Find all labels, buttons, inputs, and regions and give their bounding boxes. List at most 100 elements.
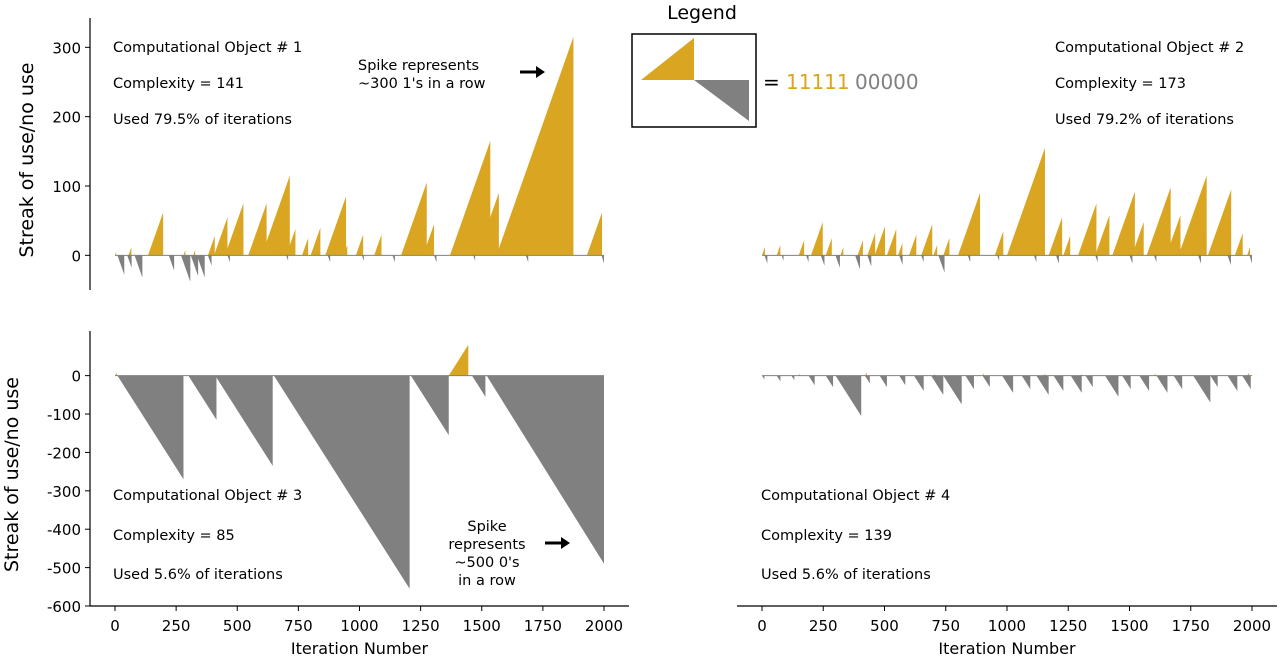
- use-streak: [972, 235, 980, 256]
- x-tick-label: 250: [809, 617, 838, 635]
- spike-note: ~300 1's in a row: [358, 76, 486, 92]
- use-streak: [1146, 187, 1171, 256]
- panel-annotation: Computational Object # 1: [113, 40, 302, 56]
- x-axis-label: Iteration Number: [938, 639, 1076, 658]
- use-streak: [867, 233, 876, 256]
- nouse-streak: [762, 375, 765, 380]
- nouse-streak: [207, 255, 212, 266]
- use-streak: [343, 244, 348, 256]
- use-streak: [840, 247, 844, 256]
- spike-note: Spike represents: [358, 58, 479, 74]
- panel-annotation: Computational Object # 4: [761, 488, 950, 504]
- x-tick-label: 2000: [585, 617, 623, 635]
- nouse-streak: [361, 255, 364, 261]
- nouse-streak: [864, 375, 870, 384]
- use-streak: [586, 212, 603, 256]
- use-streak: [994, 231, 1004, 256]
- nouse-streak: [188, 375, 217, 420]
- x-tick-label: 2000: [1233, 617, 1271, 635]
- panel-object-3: 0 -100 -200 -300 -400 -500 -600 Streak of use/n…: [1, 331, 629, 658]
- panel-annotation: Computational Object # 3: [113, 488, 302, 504]
- use-streak: [1063, 235, 1071, 256]
- use-streak: [496, 36, 574, 256]
- nouse-streak: [1129, 255, 1133, 264]
- use-streak: [1234, 233, 1243, 256]
- y-axis-label: Streak of use/no use: [16, 62, 38, 257]
- nouse-streak: [215, 375, 273, 466]
- panel-annotation: Used 5.6% of iterations: [761, 567, 931, 583]
- panel-annotation: Used 79.5% of iterations: [113, 112, 292, 128]
- use-streak: [982, 373, 984, 376]
- nouse-streak: [1242, 375, 1251, 390]
- y-tick-label: 100: [52, 178, 81, 196]
- nouse-streak: [855, 255, 860, 270]
- y-tick-label: 300: [52, 39, 81, 57]
- use-streak: [958, 192, 981, 256]
- nouse-streak: [776, 375, 781, 382]
- nouse-streak: [181, 255, 191, 282]
- nouse-streak: [117, 255, 125, 275]
- use-streak: [302, 238, 309, 256]
- nouse-streak: [899, 375, 906, 386]
- nouse-streak: [835, 255, 840, 268]
- arrow-right-icon: [545, 537, 570, 549]
- use-streak: [248, 203, 267, 256]
- use-streak: [128, 247, 132, 256]
- nouse-streak: [965, 375, 974, 390]
- x-tick-label: 1250: [1049, 617, 1087, 635]
- nouse-streak: [471, 375, 486, 397]
- spike-note: in a row: [458, 573, 516, 589]
- nouse-streak: [967, 255, 971, 263]
- nouse-streak: [1154, 255, 1157, 263]
- use-streak: [921, 224, 933, 256]
- use-streak: [825, 238, 832, 256]
- y-tick-label: -400: [47, 521, 81, 539]
- nouse-streak: [473, 255, 476, 261]
- nouse-streak: [938, 255, 945, 273]
- arrows: [520, 66, 570, 549]
- panel-object-4: 0 250 500 750 1000 1250 1500 1750 2000 Iteration …: [737, 372, 1277, 658]
- nouse-streak: [1139, 375, 1150, 391]
- use-streak: [1043, 373, 1046, 376]
- legend-title: Legend: [667, 2, 737, 24]
- nouse-streak: [1095, 255, 1098, 263]
- use-streak: [943, 238, 950, 256]
- nouse-streak: [525, 255, 529, 263]
- y-axis-label: Streak of use/no use: [1, 377, 23, 572]
- use-streak: [423, 224, 435, 256]
- nouse-streak: [791, 375, 795, 381]
- use-streak: [325, 196, 347, 256]
- use-streak: [183, 249, 186, 256]
- spike-note: ~500 0's: [454, 555, 519, 571]
- nouse-streak: [913, 375, 924, 391]
- x-axis-label: Iteration Number: [291, 639, 429, 658]
- nouse-streak: [327, 255, 331, 263]
- use-streak: [115, 372, 117, 376]
- y-tick-label: -100: [47, 406, 81, 424]
- panel-object-2: Computational Object # 2 Complexity = 173…: [762, 40, 1252, 273]
- use-streak: [1247, 372, 1250, 376]
- use-streak: [448, 344, 469, 376]
- x-tick-label: 500: [870, 617, 899, 635]
- nouse-streak: [1227, 375, 1238, 391]
- panel-object-1: 0 100 200 300 Streak of use/no use Computatio…: [16, 18, 604, 290]
- legend-use-swatch: [641, 38, 694, 80]
- panel-annotation: Used 5.6% of iterations: [113, 567, 283, 583]
- use-streak: [1095, 215, 1110, 256]
- legend-nouse-swatch: [694, 80, 749, 121]
- nouse-streak: [434, 255, 437, 263]
- nouse-streak: [1173, 375, 1183, 390]
- nouse-streak: [1002, 375, 1014, 393]
- use-streak: [414, 238, 421, 256]
- nouse-streak: [196, 255, 205, 278]
- nouse-streak: [899, 255, 903, 266]
- use-streak: [286, 228, 296, 256]
- use-streak: [1166, 215, 1181, 256]
- nouse-streak: [1122, 375, 1131, 390]
- nouse-streak: [486, 375, 604, 564]
- y-tick-label: 200: [52, 109, 81, 127]
- use-streak: [261, 175, 290, 256]
- legend: Legend = 11111 00000: [631, 2, 919, 128]
- nouse-streak: [1198, 255, 1202, 264]
